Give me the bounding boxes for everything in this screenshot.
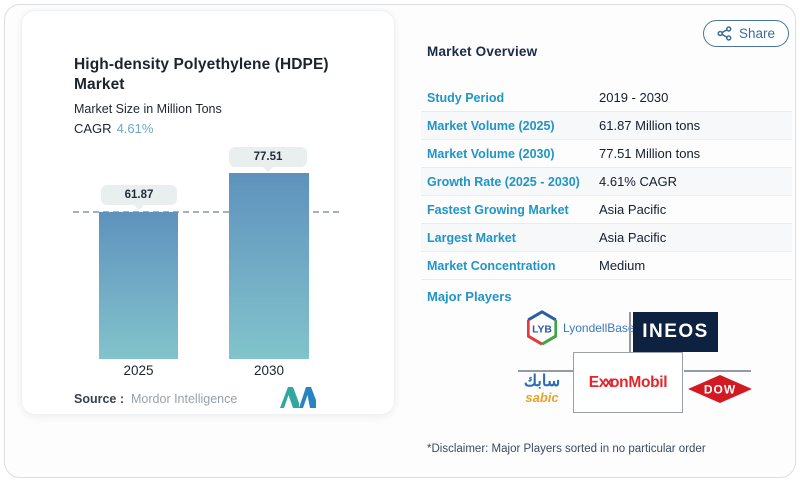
ineos-wordmark: INEOS xyxy=(642,321,709,342)
logo-divider-vertical xyxy=(629,312,631,352)
row-label: Market Volume (2030) xyxy=(427,146,555,161)
sabic-latin-wordmark: sabic xyxy=(525,390,559,405)
bar-value-label-2030: 77.51 xyxy=(229,147,307,172)
cagr-label: CAGR xyxy=(74,121,112,136)
logo-divider-left xyxy=(518,370,573,372)
table-row: Market Volume (2030) 77.51 Million tons xyxy=(421,140,792,168)
row-label: Market Concentration xyxy=(427,258,556,273)
sabic-arabic-wordmark: سابك xyxy=(523,373,561,390)
bar-value-label-2025: 61.87 xyxy=(101,185,177,210)
chart-cagr: CAGR 4.61% xyxy=(74,121,153,136)
row-value: Asia Pacific xyxy=(599,230,667,245)
chart-card: High-density Polyethylene (HDPE) Market … xyxy=(21,10,395,415)
x-tick-2030: 2030 xyxy=(253,363,285,378)
bar-2030 xyxy=(229,173,309,359)
table-row: Study Period 2019 - 2030 xyxy=(421,84,792,112)
ineos-logo: INEOS xyxy=(633,312,718,352)
bar-2025 xyxy=(99,212,178,359)
disclaimer-text: *Disclaimer: Major Players sorted in no … xyxy=(427,443,706,455)
row-value: 61.87 Million tons xyxy=(599,118,701,133)
logo-divider-right xyxy=(684,370,751,372)
row-label: Fastest Growing Market xyxy=(427,202,569,217)
mordor-intelligence-logo-icon xyxy=(278,385,318,414)
row-value: Medium xyxy=(599,258,646,273)
lyb-wordmark: LyondellBasell xyxy=(563,321,640,335)
chart-title-line2: Market xyxy=(74,76,125,93)
dow-logo: DOW ® xyxy=(688,374,752,409)
share-button-label: Share xyxy=(739,26,776,41)
table-row: Market Concentration Medium xyxy=(421,252,792,280)
table-row: Largest Market Asia Pacific xyxy=(421,224,792,252)
cagr-value: 4.61% xyxy=(116,121,154,136)
row-value: 77.51 Million tons xyxy=(599,146,701,161)
lyb-hexagon-icon: LYB xyxy=(527,310,557,346)
row-value: Asia Pacific xyxy=(599,202,667,217)
major-players-label: Major Players xyxy=(427,289,512,304)
exxonmobil-wordmark: ExxonMobil xyxy=(589,374,668,392)
overview-table: Study Period 2019 - 2030 Market Volume (… xyxy=(421,84,792,280)
source-value: Mordor Intelligence xyxy=(131,392,238,406)
reference-dashed-line xyxy=(73,211,339,213)
chart-title: High-density Polyethylene (HDPE) Market xyxy=(74,55,336,95)
exxonmobil-logo: ExxonMobil xyxy=(573,352,683,413)
x-tick-2025: 2025 xyxy=(123,363,154,378)
source-row: Source : Mordor Intelligence xyxy=(74,392,237,406)
exxon-e: E xyxy=(588,373,599,391)
lyondellbasell-logo: LYB LyondellBasell xyxy=(527,310,640,346)
sabic-logo: سابك sabic xyxy=(512,373,572,405)
table-row: Fastest Growing Market Asia Pacific xyxy=(421,196,792,224)
chart-title-line1: High-density Polyethylene (HDPE) xyxy=(74,56,329,73)
row-label: Growth Rate (2025 - 2030) xyxy=(427,174,580,189)
svg-text:DOW: DOW xyxy=(704,383,736,397)
chart-subtitle: Market Size in Million Tons xyxy=(74,102,222,116)
share-button[interactable]: Share xyxy=(703,20,790,47)
row-label: Market Volume (2025) xyxy=(427,118,555,133)
exxon-interlocked-xx: xx xyxy=(598,373,613,391)
svg-text:®: ® xyxy=(741,393,745,400)
svg-text:LYB: LYB xyxy=(532,325,552,336)
table-row: Market Volume (2025) 61.87 Million tons xyxy=(421,112,792,140)
exxon-rest: onMobil xyxy=(610,373,668,391)
row-label: Largest Market xyxy=(427,230,516,245)
table-row: Growth Rate (2025 - 2030) 4.61% CAGR xyxy=(421,168,792,196)
source-label: Source : xyxy=(74,392,125,406)
overview-heading: Market Overview xyxy=(427,44,538,59)
row-value: 4.61% CAGR xyxy=(599,174,678,189)
row-label: Study Period xyxy=(427,90,505,105)
row-value: 2019 - 2030 xyxy=(599,90,669,105)
share-icon xyxy=(717,26,732,41)
